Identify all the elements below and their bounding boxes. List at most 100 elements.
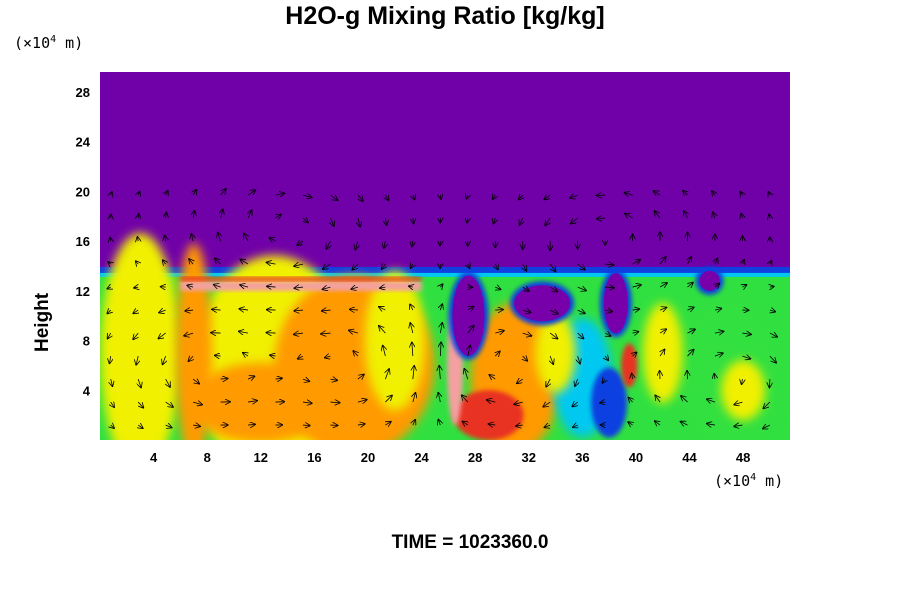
wind-vector [413, 420, 415, 425]
wind-vector [523, 263, 527, 271]
wind-vector [221, 189, 226, 196]
wind-vector [549, 287, 557, 292]
x-tick-label: 24 [414, 450, 429, 465]
wind-vector [111, 192, 112, 195]
wind-vector [467, 326, 474, 334]
yellow-blob [721, 360, 766, 421]
y-tick-label: 28 [76, 85, 90, 100]
red-streak [621, 343, 638, 388]
wind-vector [687, 350, 694, 357]
wind-vector [136, 355, 138, 365]
wind-vector [379, 326, 386, 334]
wind-vector [629, 398, 633, 402]
wind-vector [385, 195, 388, 200]
wind-vector [605, 287, 614, 288]
chart-title: H2O-g Mixing Ratio [kg/kg] [285, 2, 605, 30]
wind-vector [357, 400, 367, 402]
wind-vector [357, 424, 365, 425]
wind-vector [654, 191, 661, 195]
wind-vector [270, 355, 276, 356]
wind-vector [467, 218, 468, 222]
wind-vector [463, 422, 468, 426]
wind-vector [163, 355, 166, 364]
wind-vector [713, 212, 715, 219]
wind-vector [330, 402, 339, 403]
wind-vector [138, 425, 142, 428]
wind-vector [655, 396, 660, 403]
wind-vector [409, 286, 413, 287]
wind-vector [628, 422, 632, 425]
wind-vector [769, 333, 777, 337]
wind-vector [632, 309, 640, 310]
wind-vector [193, 402, 202, 405]
wind-vector [165, 425, 172, 427]
wind-vector [294, 310, 304, 311]
y-tick-label: 20 [76, 184, 90, 199]
wind-vector [358, 217, 360, 226]
wind-vector [464, 369, 467, 380]
wind-vector [660, 350, 664, 357]
wind-vector [267, 262, 276, 264]
wind-vector [353, 351, 358, 356]
wind-vector [247, 401, 257, 402]
x-tick-label: 28 [468, 450, 482, 465]
wind-vector [741, 214, 742, 218]
wind-vector [330, 379, 337, 380]
wind-vector [603, 379, 606, 383]
y-axis-unit: (×104 m) [14, 34, 84, 52]
wind-vector [330, 194, 337, 200]
x-tick-label: 32 [522, 450, 536, 465]
wind-vector [742, 379, 743, 384]
yellow-blob [364, 270, 425, 411]
boundary-cyan-band [100, 272, 790, 278]
wind-vector [410, 304, 413, 310]
wind-vector [193, 190, 196, 195]
wind-vector [133, 332, 138, 339]
wind-vector [734, 425, 743, 426]
wind-vector [385, 396, 392, 403]
wind-vector [165, 402, 173, 407]
wind-vector [715, 284, 719, 287]
wind-vector [440, 195, 441, 199]
wind-vector [384, 240, 386, 248]
wind-vector [111, 378, 113, 386]
wind-vector [138, 192, 139, 195]
wind-vector [633, 352, 637, 356]
wind-vector [517, 379, 523, 383]
wind-vector [577, 332, 584, 338]
wind-vector [382, 264, 386, 269]
wind-vector [411, 264, 413, 268]
wind-vector [770, 287, 774, 288]
wind-vector [549, 263, 555, 271]
wind-vector [165, 236, 166, 241]
dry-intrusion [514, 285, 571, 322]
wind-vector [413, 195, 415, 199]
wind-vector [276, 215, 281, 219]
wind-vector [655, 421, 660, 425]
x-tick-label: 44 [682, 450, 697, 465]
wind-vector [550, 310, 558, 314]
wind-vector [247, 376, 254, 379]
wind-vector [413, 218, 414, 223]
wind-vector [715, 258, 717, 265]
wind-vector [294, 287, 304, 288]
dry-intrusion [452, 275, 485, 356]
wind-vector [302, 195, 312, 197]
wind-vector [625, 193, 633, 195]
wind-vector [544, 195, 551, 199]
wind-vector [275, 378, 282, 379]
wind-vector [111, 402, 114, 407]
yellow-blob [535, 312, 576, 393]
wind-vector [520, 217, 523, 225]
wind-vector [681, 396, 688, 403]
wind-vector [302, 425, 310, 426]
wind-vector [134, 287, 138, 288]
x-tick-label: 20 [361, 450, 375, 465]
wind-vector [763, 401, 771, 408]
wind-vector [605, 333, 610, 336]
wind-vector [495, 351, 499, 356]
wind-vector [138, 401, 143, 408]
wind-vector [707, 399, 716, 402]
wind-vector [247, 190, 255, 195]
wind-vector [625, 214, 633, 218]
